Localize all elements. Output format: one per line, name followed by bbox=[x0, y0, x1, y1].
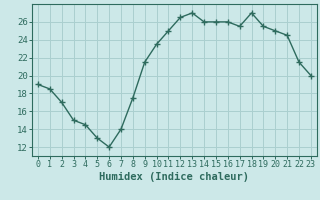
X-axis label: Humidex (Indice chaleur): Humidex (Indice chaleur) bbox=[100, 172, 249, 182]
